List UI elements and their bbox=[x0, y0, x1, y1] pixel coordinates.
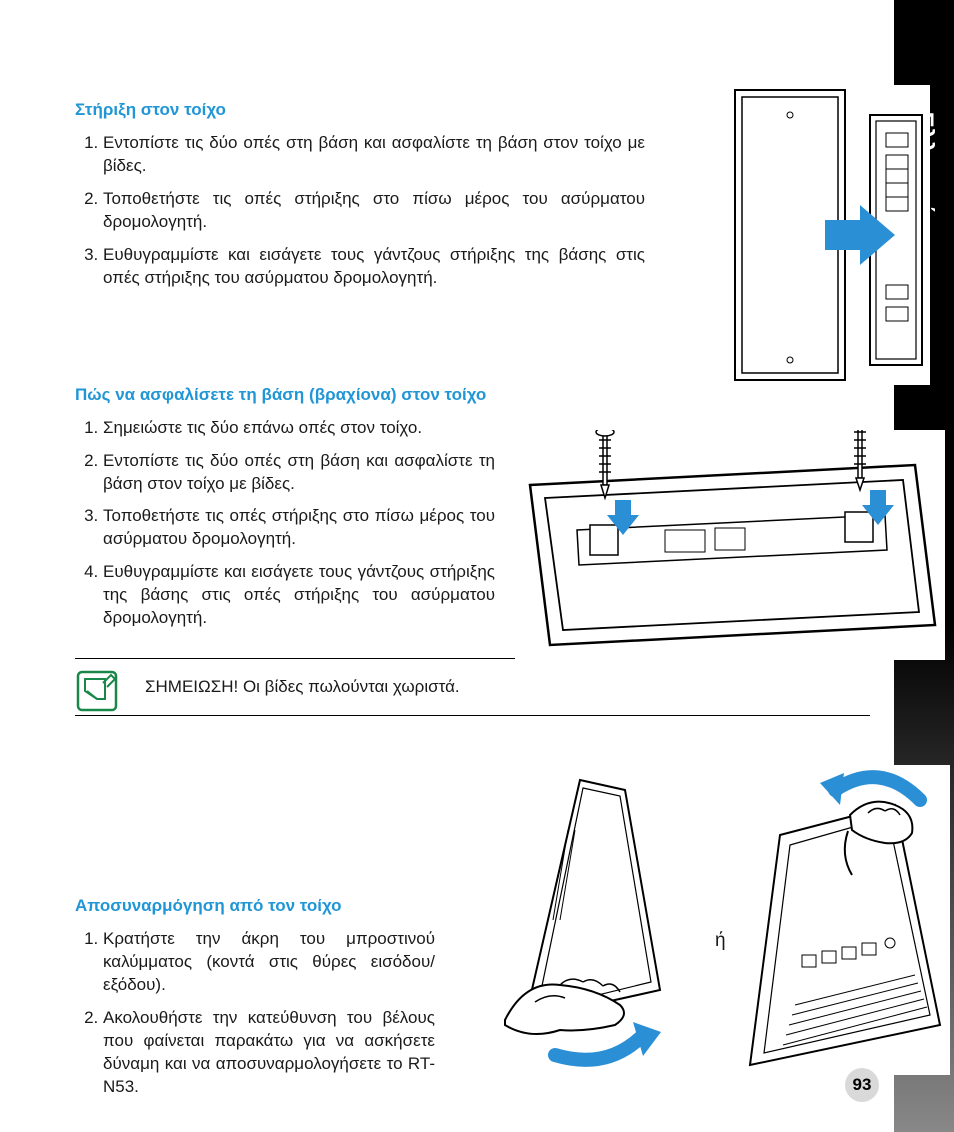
section2-step: Εντοπίστε τις δύο οπές στη βάση και ασφα… bbox=[103, 450, 495, 496]
or-separator: ή bbox=[715, 930, 726, 952]
section3-step: Ακολουθήστε την κατεύθυνση του βέλους πο… bbox=[103, 1007, 435, 1099]
section2-step: Σημειώστε τις δύο επάνω οπές στον τοίχο. bbox=[103, 417, 495, 440]
page-content: Στήριξη στον τοίχο Εντοπίστε τις δύο οπέ… bbox=[75, 100, 875, 1109]
section1-step: Εντοπίστε τις δύο οπές στη βάση και ασφα… bbox=[103, 132, 645, 178]
section2-title: Πώς να ασφαλίσετε τη βάση (βραχίονα) στο… bbox=[75, 385, 875, 405]
section1-steps: Εντοπίστε τις δύο οπές στη βάση και ασφα… bbox=[75, 132, 645, 290]
note-icon bbox=[75, 669, 119, 713]
section3-step: Κρατήστε την άκρη του μπροστινού καλύμμα… bbox=[103, 928, 435, 997]
section2-steps: Σημειώστε τις δύο επάνω οπές στον τοίχο.… bbox=[75, 417, 495, 631]
illustration-wall-mount bbox=[730, 85, 930, 385]
section1-step: Ευθυγραμμίστε και εισάγετε τους γάντζους… bbox=[103, 244, 645, 290]
note-text: ΣΗΜΕΙΩΣΗ! Οι βίδες πωλούνται χωριστά. bbox=[145, 677, 460, 696]
section2-step: Τοποθετήστε τις οπές στήριξης στο πίσω μ… bbox=[103, 505, 495, 551]
illustration-screw-base bbox=[515, 430, 945, 660]
section1-step: Τοποθετήστε τις οπές στήριξης στο πίσω μ… bbox=[103, 188, 645, 234]
page-number: 93 bbox=[845, 1068, 879, 1102]
section2-step: Ευθυγραμμίστε και εισάγετε τους γάντζους… bbox=[103, 561, 495, 630]
note-box: ΣΗΜΕΙΩΣΗ! Οι βίδες πωλούνται χωριστά. bbox=[75, 658, 870, 716]
illustration-detach-right bbox=[740, 765, 950, 1075]
illustration-detach-left bbox=[465, 770, 710, 1070]
section3-steps: Κρατήστε την άκρη του μπροστινού καλύμμα… bbox=[75, 928, 435, 1099]
